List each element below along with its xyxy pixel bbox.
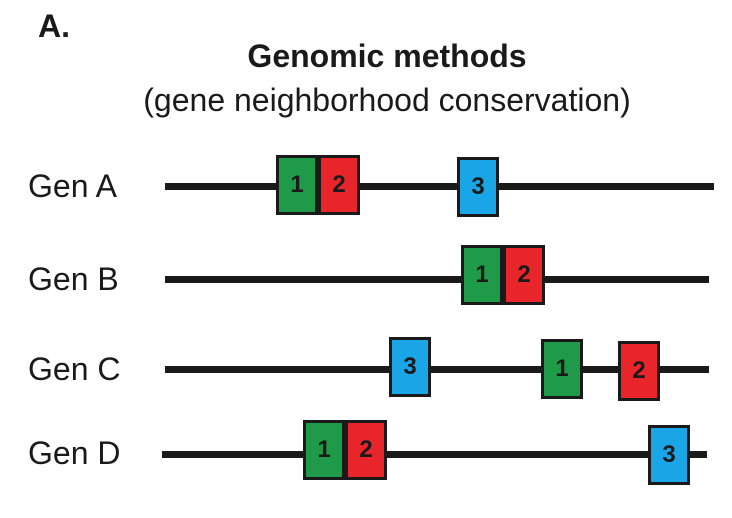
genome-row-b: Gen B 1 2 <box>0 245 732 315</box>
genome-row-d: Gen D 1 2 3 <box>0 419 732 489</box>
genome-label: Gen C <box>28 351 121 387</box>
chromosome-line <box>165 276 709 283</box>
diagram-title: Genomic methods <box>247 38 527 74</box>
gene-box: 2 <box>503 245 545 305</box>
genome-label: Gen A <box>28 168 117 204</box>
gene-box: 2 <box>345 420 387 480</box>
gene-box: 1 <box>303 420 345 480</box>
genome-row-a: Gen A 1 2 3 <box>0 152 732 222</box>
genome-label: Gen D <box>28 435 121 471</box>
gene-box: 3 <box>389 337 431 397</box>
gene-box: 3 <box>648 425 690 485</box>
gene-box: 1 <box>276 155 318 215</box>
chromosome-line <box>165 366 709 373</box>
genome-label: Gen B <box>28 261 119 297</box>
gene-box: 2 <box>618 341 660 401</box>
chromosome-line <box>162 451 707 458</box>
gene-box: 2 <box>318 155 360 215</box>
gene-box: 1 <box>541 339 583 399</box>
diagram-subtitle: (gene neighborhood conservation) <box>143 82 631 118</box>
gene-box: 1 <box>461 245 503 305</box>
panel-letter: A. <box>38 8 70 44</box>
chromosome-line <box>165 183 714 190</box>
gene-box: 3 <box>457 157 499 217</box>
genome-row-c: Gen C 3 1 2 <box>0 335 732 405</box>
